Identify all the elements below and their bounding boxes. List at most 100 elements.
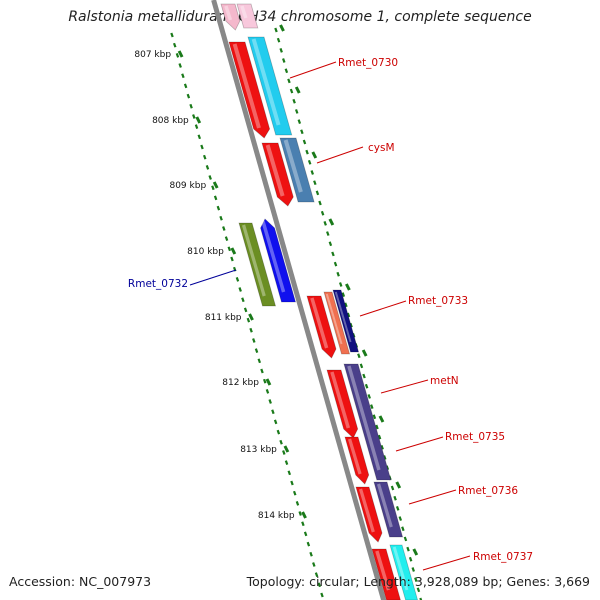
gene-label[interactable]: cysM: [368, 142, 395, 154]
tick-dot: [414, 577, 418, 583]
major-tick: [212, 181, 219, 189]
tick-dot: [318, 200, 322, 206]
major-tick: [177, 50, 184, 58]
tick-dot: [338, 282, 343, 287]
tick-dot: [257, 358, 262, 364]
pink-feature-2: [236, 3, 259, 29]
pink-feature: [220, 3, 241, 31]
tick-dot: [416, 587, 421, 593]
gene-label[interactable]: metN: [430, 375, 459, 387]
tick-dot: [279, 439, 283, 445]
tick-dot: [370, 404, 374, 409]
cds-feature-rmet-0736-highlight: [358, 488, 375, 533]
tick-dot: [317, 582, 322, 588]
gene-label[interactable]: Rmet_0733: [408, 295, 468, 307]
chromosome-backbone: [211, 0, 387, 600]
tick-dot: [194, 124, 199, 129]
major-tick: [395, 481, 402, 489]
tick-dot: [208, 175, 212, 180]
tick-dot: [274, 27, 278, 33]
topology-text: Topology: circular; Length: 3,928,089 bp…: [246, 574, 590, 589]
tick-dot: [241, 297, 245, 303]
tick-dot: [301, 521, 305, 527]
tick-dot: [172, 42, 177, 48]
tick-dot: [235, 277, 240, 282]
tick-dot: [252, 338, 256, 343]
tick-dot: [290, 480, 294, 486]
tick-dot: [260, 368, 264, 374]
tick-dot: [268, 399, 272, 404]
kbp-label: 808 kbp: [152, 116, 189, 126]
gene-feature-rmet-0733: [323, 291, 351, 355]
gene-label[interactable]: Rmet_0737: [473, 551, 533, 563]
gene-feature-rmet-0730: [247, 36, 293, 136]
tick-dot: [398, 516, 403, 521]
tick-dot: [170, 32, 174, 38]
tick-dot: [341, 292, 346, 298]
tick-dot: [326, 231, 330, 236]
major-tick: [195, 116, 202, 124]
kbp-label: 811 kbp: [205, 313, 242, 323]
kbp-label: 813 kbp: [240, 445, 277, 455]
major-tick: [328, 218, 335, 226]
gene-feature-rmet-0736-highlight: [376, 483, 393, 528]
tick-dot: [246, 317, 251, 323]
gene-label[interactable]: Rmet_0736: [458, 485, 518, 497]
tick-dot: [183, 83, 188, 89]
tick-dot: [262, 378, 267, 384]
accession-text: Accession: NC_007973: [9, 574, 152, 589]
cds-feature-rmet-0736: [355, 486, 383, 543]
tick-dot: [202, 154, 207, 160]
tick-dot: [213, 195, 218, 201]
tick-dot: [375, 424, 379, 430]
tick-dot: [287, 470, 292, 476]
gene-label-leader: [359, 300, 407, 317]
tick-dot: [364, 383, 369, 389]
tick-dot: [408, 556, 413, 562]
tick-dot: [377, 434, 382, 440]
gene-label[interactable]: Rmet_0732: [128, 278, 188, 290]
tick-dot: [292, 98, 296, 104]
cds-feature-cysm: [261, 142, 294, 207]
gene-feature-rmet-0732-highlight: [241, 224, 266, 297]
major-tick: [412, 548, 419, 556]
tick-dot: [313, 180, 317, 186]
major-tick: [265, 378, 272, 386]
major-tick: [283, 445, 290, 453]
pink-feature-2-highlight: [240, 5, 248, 19]
gene-label[interactable]: Rmet_0730: [338, 57, 398, 69]
gene-feature-rmet-0733b-highlight: [334, 291, 352, 343]
tick-dot: [395, 506, 400, 511]
tick-dot: [276, 429, 281, 435]
tick-dot: [265, 389, 270, 394]
tick-dot: [320, 592, 324, 598]
tick-dot: [403, 536, 408, 542]
tick-dot: [287, 78, 291, 84]
tick-dot: [197, 134, 202, 140]
tick-dot: [315, 190, 320, 196]
cds-feature-cysm-highlight: [265, 144, 285, 197]
gene-feature-rmet-0733-highlight: [325, 293, 343, 345]
cds-feature-rmet-0732-highlight: [261, 220, 286, 293]
tick-dot: [362, 373, 366, 379]
gene-label-leader: [422, 555, 471, 571]
tick-dot: [359, 363, 364, 369]
gene-label[interactable]: Rmet_0735: [445, 431, 505, 443]
major-tick: [361, 349, 368, 357]
tick-dot: [192, 114, 196, 119]
tick-dot: [314, 572, 319, 577]
tick-dot: [331, 251, 335, 257]
tick-dot: [230, 256, 234, 262]
tick-dot: [189, 103, 193, 109]
tick-dot: [312, 562, 316, 567]
gene-feature-cysm-highlight: [283, 139, 303, 193]
tick-dot: [307, 159, 312, 165]
right-tick-track: [274, 27, 423, 600]
kbp-label: 814 kbp: [258, 511, 295, 521]
cds-feature-rmet-0737: [371, 548, 401, 600]
tick-dot: [219, 215, 223, 221]
major-tick: [301, 511, 307, 519]
tick-dot: [333, 261, 338, 267]
kbp-label: 809 kbp: [169, 181, 206, 191]
tick-dot: [306, 541, 311, 547]
